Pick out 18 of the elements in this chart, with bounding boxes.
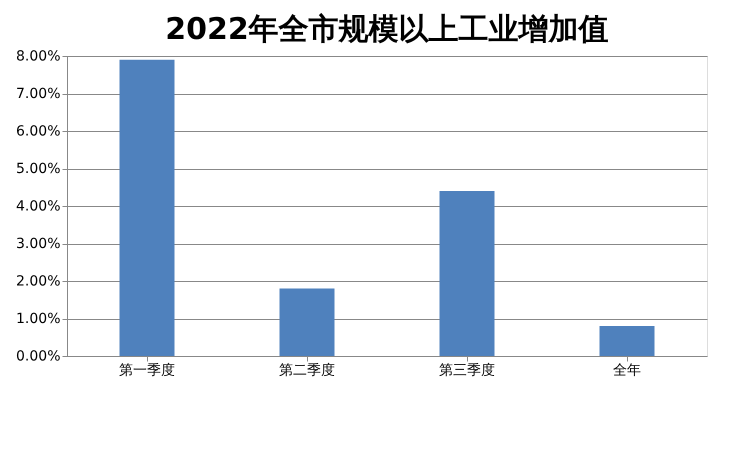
x-tick-label: 第三季度 [439,362,495,378]
y-tick-label: 1.00% [16,311,60,327]
y-tick-label: 7.00% [16,86,60,102]
bar [440,191,494,356]
y-tick-label: 5.00% [16,161,60,177]
y-tick-label: 0.00% [16,348,60,364]
bar [120,60,174,356]
chart-title: 2022年全市规模以上工业增加值 [165,12,609,47]
y-tick-label: 3.00% [16,236,60,252]
bar [600,326,654,356]
x-tick-label: 第二季度 [279,362,335,378]
bar [280,288,334,356]
y-tick-label: 2.00% [16,274,60,290]
y-tick-label: 4.00% [16,198,60,214]
x-tick-label: 全年 [613,362,641,378]
x-tick-label: 第一季度 [119,362,175,378]
y-tick-label: 8.00% [16,48,60,64]
y-tick-label: 6.00% [16,124,60,140]
